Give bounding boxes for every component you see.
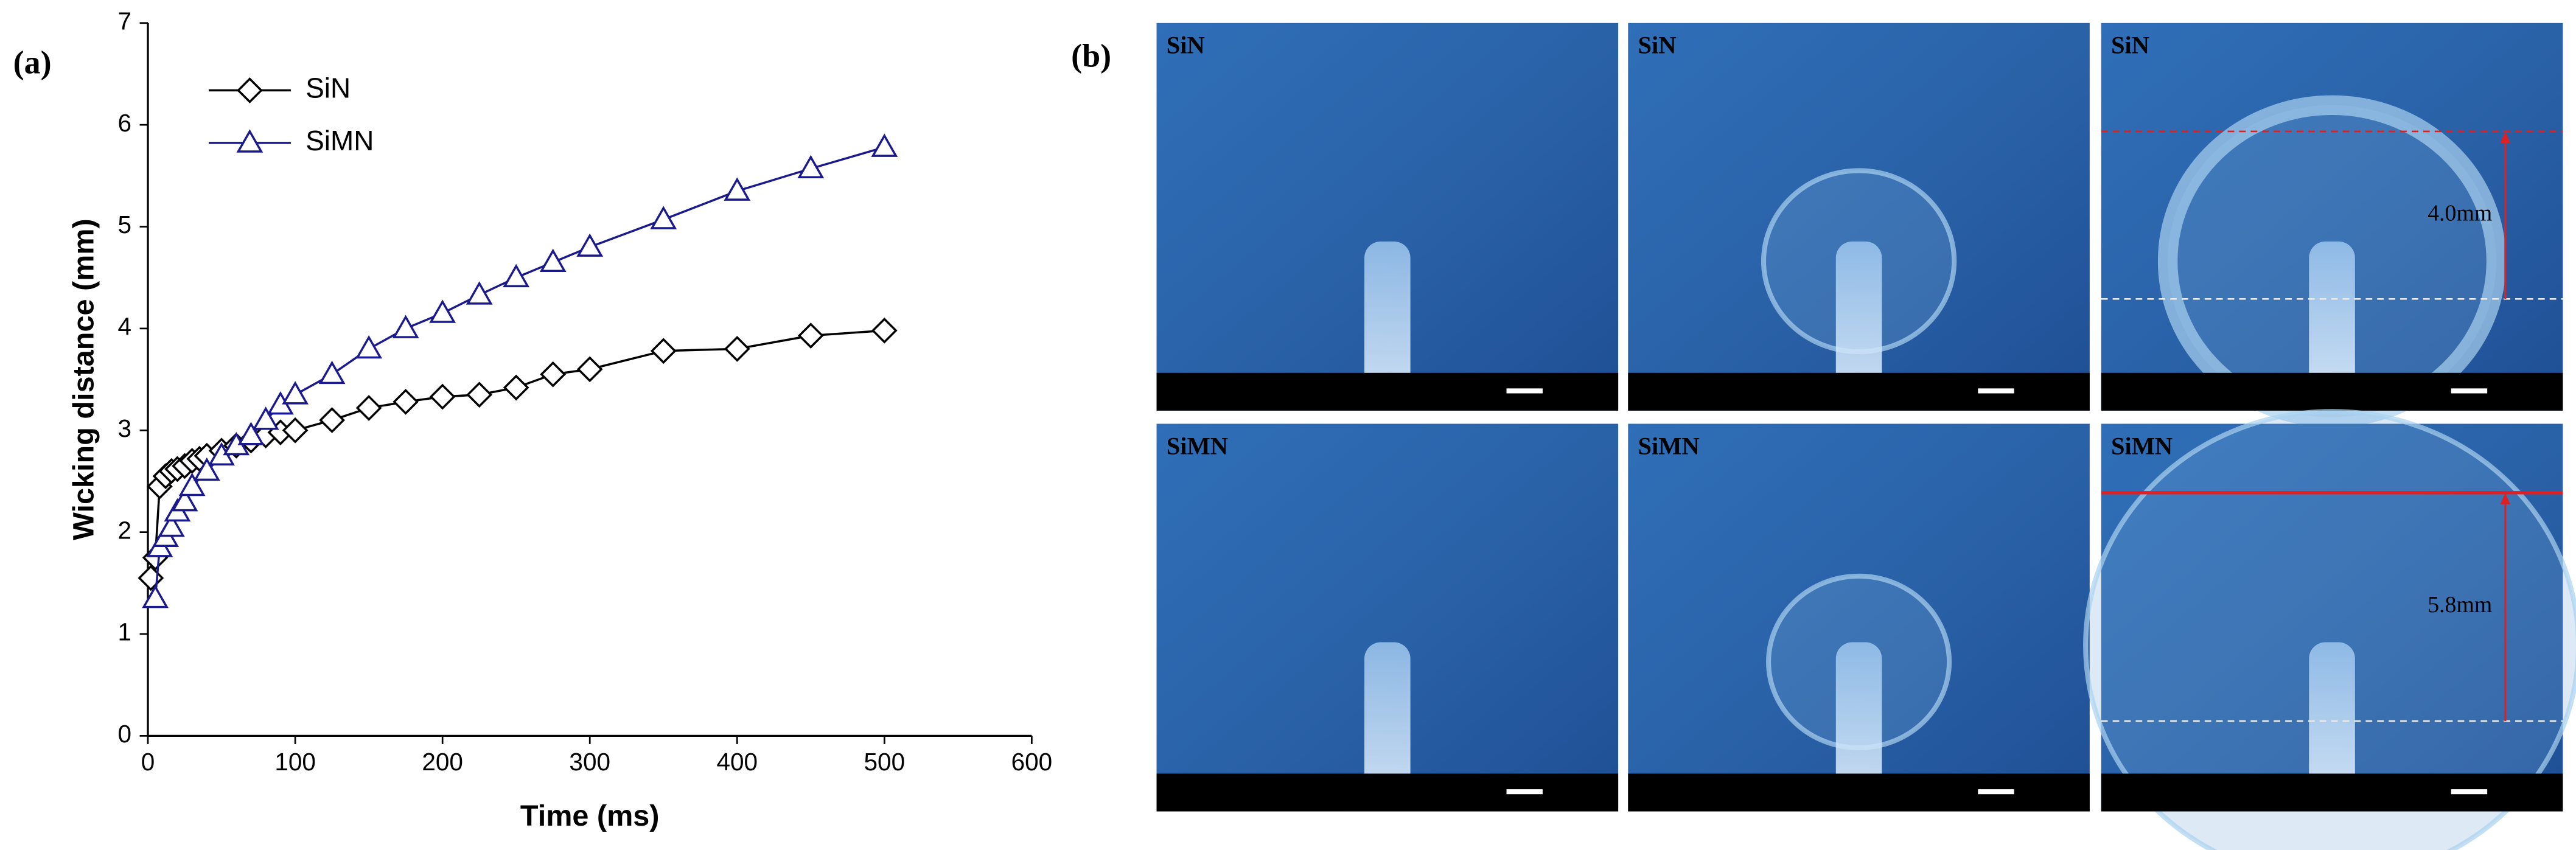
photo: SiMN t = 50ms 1mm xyxy=(1628,423,2090,812)
data-point xyxy=(429,299,456,323)
data-point xyxy=(193,457,220,481)
measure-label: 4.0mm xyxy=(2428,200,2492,226)
scale-label: 1mm xyxy=(2030,378,2077,403)
measure-label: 5.8mm xyxy=(2428,592,2492,618)
data-point xyxy=(138,565,164,591)
x-tick-label: 500 xyxy=(864,748,906,776)
y-tick-label: 2 xyxy=(118,516,132,544)
data-point xyxy=(871,317,898,344)
photo-material: SiN xyxy=(2111,32,2149,59)
data-point xyxy=(429,383,456,410)
x-tick-label: 300 xyxy=(569,748,610,776)
photo: SiMN t = 500ms 1mm 5.8mm xyxy=(2083,409,2576,850)
photo-time: t = 500ms xyxy=(2118,378,2210,403)
panel-label: (a) xyxy=(13,44,52,80)
data-point xyxy=(650,206,677,229)
y-tick-label: 0 xyxy=(118,720,132,748)
scale-label: 1mm xyxy=(2502,378,2550,403)
data-point xyxy=(503,263,530,288)
scale-label: 1mm xyxy=(2502,779,2550,804)
scale-label: 1mm xyxy=(1558,378,1605,403)
photo-time: t = 50ms xyxy=(1644,378,1725,403)
y-tick-label: 7 xyxy=(118,7,132,35)
photo-time: t = 0ms xyxy=(1173,378,1243,403)
data-point xyxy=(871,133,898,157)
data-point xyxy=(355,335,383,359)
data-point xyxy=(797,155,825,179)
x-tick-label: 400 xyxy=(716,748,758,776)
scale-label: 1mm xyxy=(1558,779,1605,804)
data-point xyxy=(142,585,169,608)
y-tick-label: 1 xyxy=(118,618,132,646)
needle xyxy=(1364,241,1411,391)
data-point xyxy=(282,417,309,444)
x-tick-label: 0 xyxy=(141,748,155,776)
data-point xyxy=(158,513,185,537)
data-point xyxy=(539,248,567,273)
needle xyxy=(1835,241,1882,391)
legend-marker xyxy=(237,77,263,103)
data-point xyxy=(178,472,206,496)
photo-time: t = 500ms xyxy=(2118,779,2210,804)
arrow-head xyxy=(2500,131,2510,143)
data-point xyxy=(503,374,529,401)
data-point xyxy=(540,361,567,388)
data-point xyxy=(392,315,419,338)
photo-time: t = 0ms xyxy=(1173,779,1243,804)
needle xyxy=(2309,241,2355,391)
photo: SiN t = 50ms 1mm xyxy=(1628,23,2090,411)
data-point xyxy=(466,281,493,305)
panel-label: (b) xyxy=(1071,38,1111,74)
data-point xyxy=(576,356,603,383)
data-point xyxy=(318,360,346,385)
data-point xyxy=(466,381,493,408)
data-point xyxy=(797,322,824,349)
legend-marker xyxy=(236,129,264,153)
y-tick-label: 6 xyxy=(118,109,132,137)
scale-label: 1mm xyxy=(2030,779,2077,804)
photo-material: SiMN xyxy=(1167,432,1228,459)
data-point xyxy=(355,395,382,421)
x-tick-label: 600 xyxy=(1011,748,1053,776)
data-point xyxy=(237,422,265,445)
data-point xyxy=(252,406,279,430)
photo: SiN t = 500ms 1mm 4.0mm xyxy=(2101,23,2563,427)
arrow-head xyxy=(2500,492,2510,504)
photo-material: SiMN xyxy=(1638,432,1699,459)
data-point xyxy=(282,381,309,405)
needle xyxy=(1835,642,1882,792)
data-point xyxy=(171,487,198,512)
photo-time: t = 50ms xyxy=(1644,779,1725,804)
legend-label: SiN xyxy=(305,72,351,104)
series-line xyxy=(154,146,885,599)
x-tick-label: 100 xyxy=(274,748,316,776)
needle xyxy=(2309,642,2355,792)
wicking-front xyxy=(2083,409,2576,850)
data-point xyxy=(576,233,604,257)
x-tick-label: 200 xyxy=(422,748,463,776)
y-tick-label: 4 xyxy=(118,313,132,341)
photo-material: SiN xyxy=(1167,32,1205,59)
data-point xyxy=(319,407,345,433)
data-point xyxy=(724,335,750,362)
y-tick-label: 5 xyxy=(118,211,132,239)
data-point xyxy=(393,389,419,415)
data-point xyxy=(650,338,677,364)
data-point xyxy=(724,177,751,201)
photo: SiN t = 0ms 1mm xyxy=(1156,23,1619,411)
x-axis-title: Time (ms) xyxy=(520,799,660,832)
photo-material: SiMN xyxy=(2111,432,2173,459)
series-line xyxy=(150,329,885,579)
y-tick-label: 3 xyxy=(118,414,132,442)
y-axis-title: Wicking distance (mm) xyxy=(67,218,100,540)
photo: SiMN t = 0ms 1mm xyxy=(1156,423,1619,812)
legend-label: SiMN xyxy=(305,125,374,156)
needle xyxy=(1364,642,1411,792)
photo-material: SiN xyxy=(1638,32,1676,59)
